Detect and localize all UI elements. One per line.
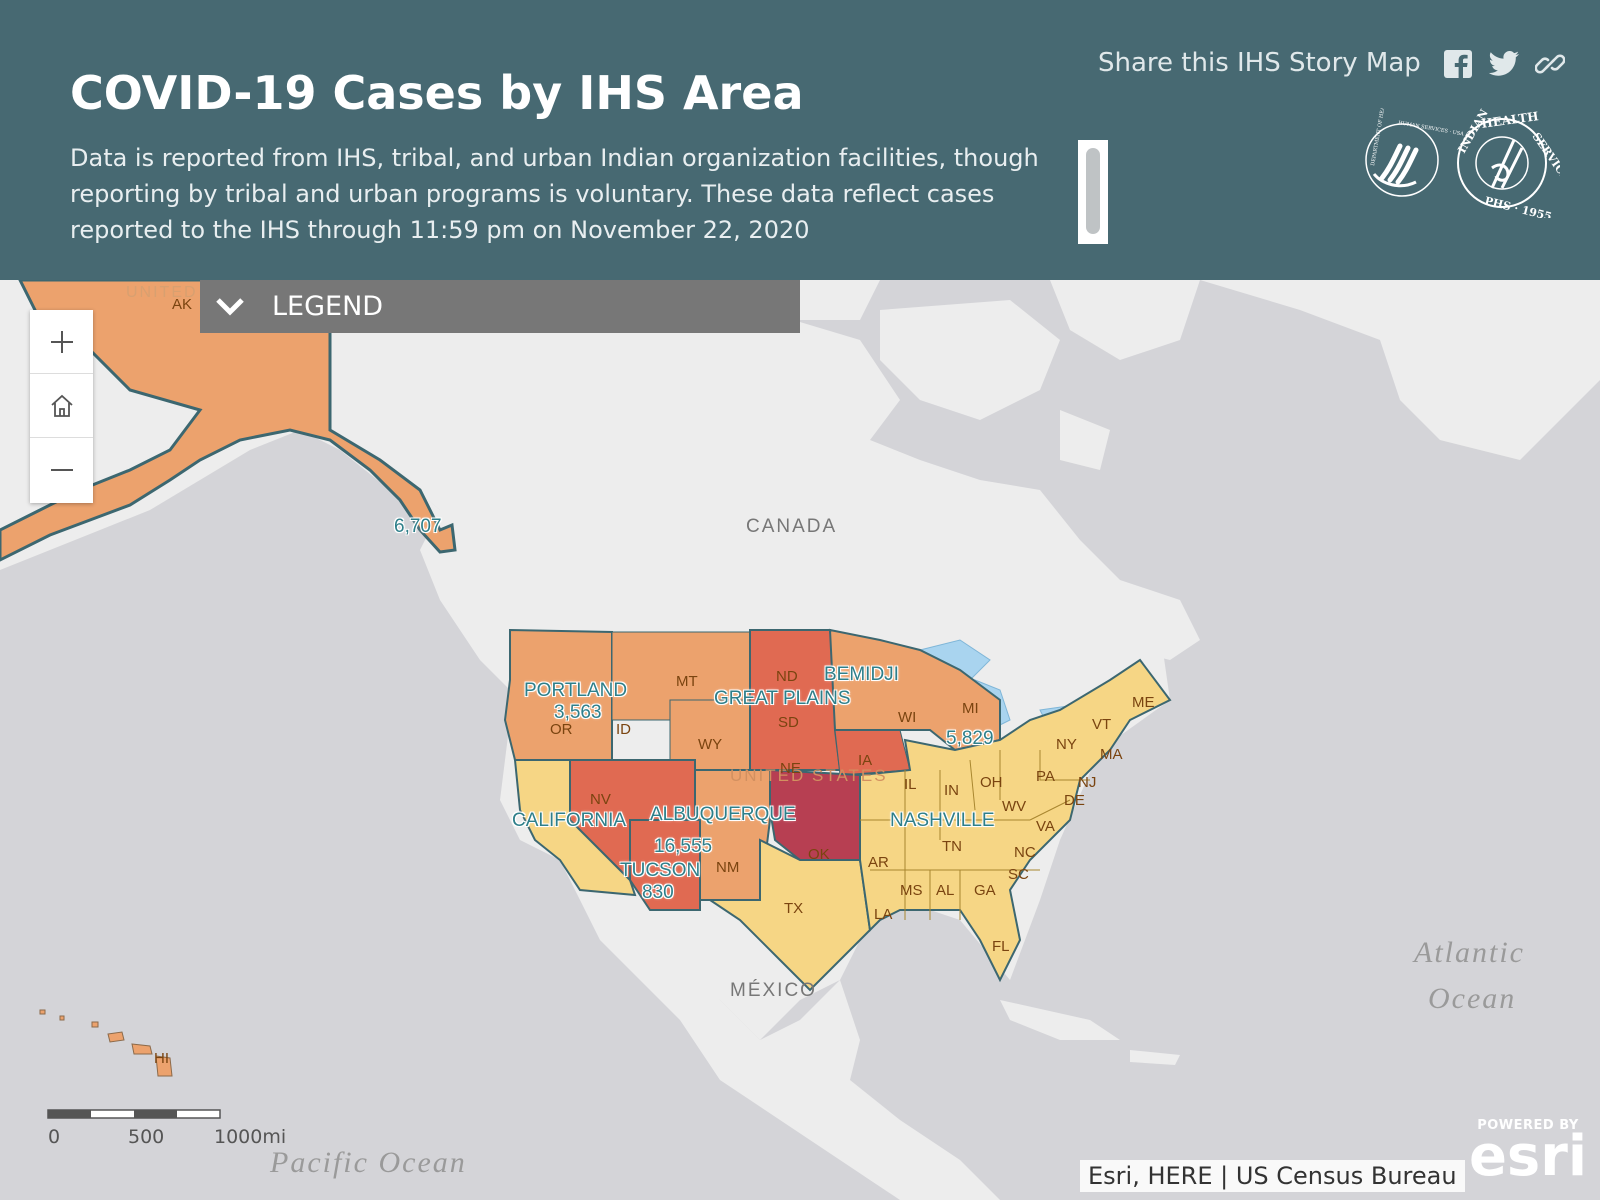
home-button[interactable] (30, 374, 93, 438)
story-map-header: COVID-19 Cases by IHS Area Data is repor… (0, 0, 1600, 280)
scale-label-0: 0 (48, 1126, 61, 1148)
esri-logo[interactable]: POWERED BY esri (1468, 1118, 1588, 1200)
share-label: Share this IHS Story Map (1098, 48, 1421, 78)
scale-label-1000: 1000mi (214, 1126, 287, 1148)
scale-label-500: 500 (128, 1126, 165, 1148)
state-label-ak: AK (172, 296, 193, 313)
legend-label: LEGEND (272, 291, 384, 322)
chevron-down-icon (212, 289, 248, 325)
description-scrollbar[interactable] (1078, 140, 1108, 244)
state-label-wv: WV (1002, 798, 1027, 815)
area-label-albuquerque: ALBUQUERQUE (650, 804, 796, 825)
svg-text:HEALTH: HEALTH (1480, 109, 1539, 131)
twitter-icon[interactable] (1488, 48, 1520, 80)
svg-text:DEPARTMENT OF HEALTH: DEPARTMENT OF HEALTH (1370, 108, 1388, 166)
state-label-de: DE (1064, 792, 1085, 809)
page-title: COVID-19 Cases by IHS Area (70, 66, 804, 120)
area-alaska[interactable] (0, 280, 457, 562)
state-label-va: VA (1036, 818, 1055, 835)
map-attribution[interactable]: Esri, HERE | US Census Bureau (1080, 1160, 1465, 1192)
state-label-oh: OH (980, 774, 1003, 791)
page-description: Data is reported from IHS, tribal, and u… (70, 144, 1039, 244)
state-borders (860, 750, 1090, 920)
covid-cases-map[interactable]: CANADA MÉXICO Atlantic Ocean Pacific Oce… (0, 280, 1600, 1200)
label-alaska-basemap: UNITED (126, 284, 198, 301)
state-label-nd: ND (776, 668, 798, 685)
svg-text:PHS · 1955: PHS · 1955 (1483, 194, 1553, 218)
label-atlantic: Atlantic (1414, 936, 1525, 969)
state-label-id: ID (616, 721, 631, 738)
zoom-in-button[interactable] (30, 310, 93, 374)
state-label-ar: AR (868, 854, 889, 871)
area-cases-tucson: 830 (642, 882, 674, 903)
state-label-la: LA (874, 906, 893, 923)
area-cases-portland: 3,563 (554, 702, 602, 723)
state-label-me: ME (1132, 694, 1155, 711)
label-mexico: MÉXICO (730, 980, 817, 1001)
area-cases-alaska: 6,707 (394, 516, 442, 537)
label-pacific: Pacific Ocean (270, 1146, 467, 1179)
state-label-nj: NJ (1078, 774, 1097, 791)
state-tx[interactable] (706, 838, 872, 992)
zoom-controls (30, 310, 93, 503)
link-icon[interactable] (1534, 48, 1566, 80)
home-icon (50, 394, 73, 417)
area-cases-albuquerque: 16,555 (654, 836, 713, 857)
label-canada: CANADA (746, 516, 838, 537)
state-label-al: AL (936, 882, 955, 899)
state-label-wy: WY (698, 736, 723, 753)
state-label-il: IL (904, 776, 917, 793)
state-label-ne: NE (780, 760, 801, 777)
state-label-ia: IA (858, 752, 873, 769)
state-label-tx: TX (784, 900, 804, 917)
state-label-sc: SC (1008, 866, 1029, 883)
state-label-ma: MA (1100, 746, 1123, 763)
esri-wordmark: esri (1468, 1124, 1588, 1189)
state-label-mi: MI (962, 700, 979, 717)
state-label-nc: NC (1014, 844, 1036, 861)
share-icons (1442, 48, 1566, 80)
state-label-nm: NM (716, 859, 740, 876)
label-ocean: Ocean (1428, 982, 1517, 1015)
legend-toggle[interactable]: LEGEND (200, 280, 800, 333)
state-label-nv: NV (590, 791, 611, 808)
svg-text:HUMAN SERVICES · USA: HUMAN SERVICES · USA (1398, 120, 1465, 138)
area-albuquerque[interactable] (694, 769, 771, 901)
label-united-states: UNITED STATES (730, 766, 888, 785)
state-label-mt: MT (676, 673, 698, 690)
ihs-hhs-logos: INDIAN HEALTH SERVICE PHS · 1955 DEPARTM… (1360, 95, 1572, 224)
area-cases-bemidji: 5,829 (946, 728, 994, 749)
area-label-tucson: TUCSON (620, 860, 701, 881)
state-label-hi: HI (154, 1050, 169, 1067)
area-label-portland: PORTLAND (524, 680, 628, 701)
area-hawaii (39, 1009, 173, 1077)
state-label-ga: GA (974, 882, 996, 899)
area-label-nashville: NASHVILLE (890, 810, 995, 831)
state-label-tn: TN (942, 838, 962, 855)
scale-labels: 0 500 1000mi (48, 1126, 288, 1150)
esri-powered-label: POWERED BY (1477, 1118, 1579, 1133)
minus-icon (50, 469, 73, 471)
state-label-or: OR (550, 721, 573, 738)
state-label-ok: OK (808, 846, 830, 863)
plus-icon (50, 330, 73, 353)
zoom-out-button[interactable] (30, 438, 93, 502)
area-label-bemidji: BEMIDJI (824, 664, 899, 685)
state-label-vt: VT (1092, 716, 1112, 733)
state-label-sd: SD (778, 714, 799, 731)
state-label-ny: NY (1056, 736, 1077, 753)
area-label-california: CALIFORNIA (512, 810, 627, 831)
scrollbar-thumb[interactable] (1086, 148, 1100, 234)
state-label-fl: FL (992, 938, 1010, 955)
state-label-ms: MS (900, 882, 923, 899)
state-label-pa: PA (1036, 768, 1055, 785)
area-tucson[interactable] (629, 819, 701, 911)
area-label-great-plains: GREAT PLAINS (714, 688, 851, 709)
scale-bar (47, 1109, 221, 1119)
state-label-wi: WI (898, 709, 917, 726)
facebook-icon[interactable] (1442, 48, 1474, 80)
state-label-in: IN (944, 782, 959, 799)
